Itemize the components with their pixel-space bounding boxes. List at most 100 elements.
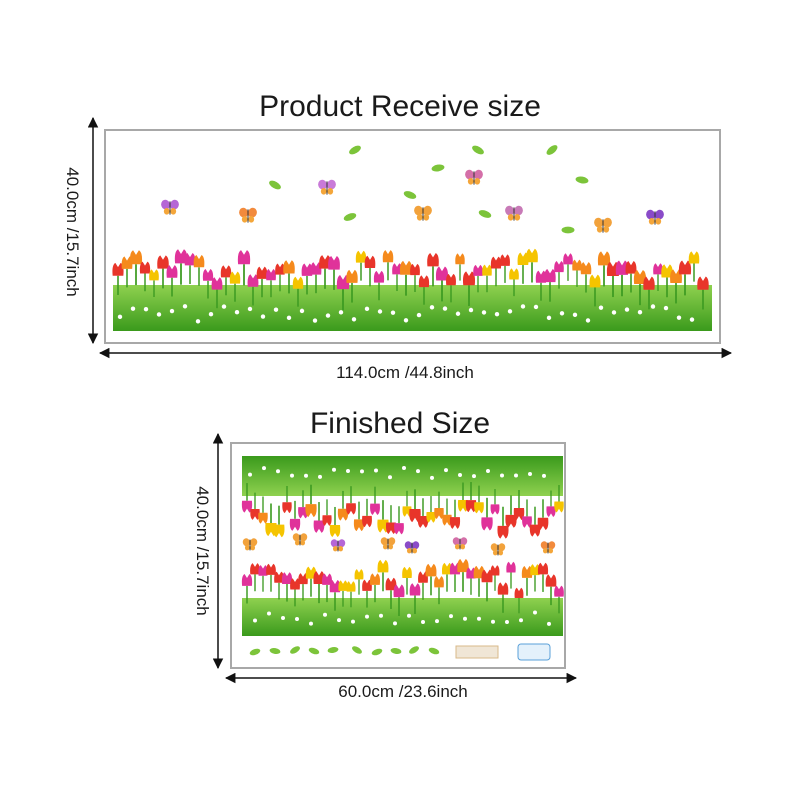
- tulip-icon: [643, 276, 655, 310]
- tulip-icon: [337, 490, 349, 521]
- leaf-icon: [327, 647, 339, 653]
- tulip-icon: [597, 251, 611, 287]
- butterfly-icon: [594, 217, 612, 233]
- butterfly-icon: [505, 205, 523, 221]
- tulip-icon: [202, 269, 214, 299]
- tulip-icon: [490, 256, 502, 287]
- leaf-icon: [349, 145, 361, 155]
- tulip-icon: [393, 584, 405, 617]
- tulip-icon: [497, 506, 509, 539]
- tulip-icon: [362, 498, 372, 528]
- top-width-label: 114.0cm /44.8inch: [336, 363, 474, 382]
- tulip-icon: [435, 266, 449, 302]
- tulip-icon: [281, 572, 293, 602]
- tulip-icon: [319, 255, 331, 289]
- tulip-icon: [241, 483, 253, 513]
- tulip-icon: [237, 250, 251, 286]
- leaf-icon: [431, 164, 445, 172]
- tulip-icon: [457, 482, 469, 512]
- tulip-icon: [346, 581, 356, 608]
- tulip-icon: [139, 261, 151, 292]
- tulip-icon: [274, 571, 284, 600]
- leaf-icon: [269, 180, 281, 190]
- leaf-icon: [352, 646, 362, 654]
- butterfly-icon: [465, 169, 483, 185]
- tulip-icon: [410, 263, 420, 293]
- tulip-icon: [329, 580, 341, 611]
- tulip-icon: [322, 499, 332, 526]
- tulip-icon: [513, 489, 525, 521]
- butterfly-icon: [242, 538, 258, 551]
- tulip-icon: [266, 563, 276, 592]
- tulip-icon: [282, 485, 292, 514]
- tulip-icon: [537, 562, 549, 592]
- butterfly-icon: [452, 537, 468, 550]
- butterfly-icon: [404, 541, 420, 554]
- tulip-icon: [589, 274, 601, 307]
- tulip-icon: [402, 566, 412, 595]
- tulip-icon: [157, 255, 169, 289]
- tulip-icon: [546, 490, 556, 517]
- tulip-icon: [517, 252, 529, 284]
- mini-preview-logo: [455, 645, 499, 659]
- tulip-icon: [526, 248, 538, 283]
- tulip-icon: [112, 262, 124, 295]
- tulip-icon: [506, 561, 516, 589]
- leaf-icon: [546, 145, 558, 155]
- tulip-icon: [418, 275, 430, 305]
- tulip-icon: [258, 496, 268, 524]
- tulip-icon: [149, 269, 159, 298]
- bottom-sheet-upper-grass: [242, 456, 563, 496]
- tulip-icon: [174, 249, 188, 285]
- butterfly-icon: [330, 539, 346, 552]
- tulip-icon: [385, 505, 397, 534]
- tulip-icon: [434, 576, 444, 605]
- tulip-icon: [266, 268, 276, 298]
- tulip-icon: [298, 573, 308, 601]
- tulip-icon: [338, 580, 348, 607]
- tulip-icon: [193, 254, 205, 286]
- tulip-icon: [545, 574, 557, 606]
- tulip-icon: [465, 482, 477, 513]
- tulip-icon: [473, 264, 483, 293]
- tulip-icon: [275, 263, 285, 292]
- butterfly-icon: [292, 533, 308, 546]
- tulip-icon: [497, 582, 509, 613]
- tulip-icon: [688, 251, 700, 282]
- tulip-icon: [418, 571, 428, 600]
- tulip-icon: [305, 484, 317, 518]
- tulip-icon: [633, 269, 647, 306]
- tulip-icon: [490, 489, 500, 515]
- tulip-icon: [442, 498, 452, 526]
- leaf-icon: [249, 648, 261, 656]
- tulip-icon: [580, 262, 592, 293]
- tulip-icon: [625, 261, 637, 293]
- tulip-icon: [377, 500, 389, 533]
- tulip-icon: [283, 260, 295, 294]
- tulip-icon: [377, 559, 389, 592]
- tulip-icon: [362, 579, 372, 608]
- tulip-icon: [250, 492, 260, 520]
- tulip-icon: [241, 574, 253, 604]
- tulip-icon: [563, 253, 573, 281]
- tulip-icon: [250, 563, 260, 592]
- leaf-icon: [403, 191, 417, 199]
- leaf-icon: [308, 647, 320, 655]
- tulip-icon: [402, 490, 412, 517]
- leaf-icon: [269, 648, 281, 654]
- tulip-icon: [247, 274, 259, 306]
- tulip-icon: [354, 569, 364, 595]
- tulip-icon: [290, 578, 300, 607]
- tulip-icon: [572, 259, 582, 287]
- leaf-icon: [561, 226, 575, 234]
- bottom-sheet-lower-grass: [242, 598, 563, 636]
- tulip-icon: [615, 260, 629, 297]
- tulip-icon: [457, 558, 469, 592]
- tulip-icon: [353, 501, 365, 532]
- tulip-icon: [322, 573, 332, 603]
- tulip-icon: [505, 495, 517, 528]
- tulip-icon: [449, 499, 461, 529]
- tulip-icon: [441, 562, 453, 592]
- tulip-icon: [211, 277, 223, 309]
- top-leaves-and-butterflies: [161, 145, 664, 234]
